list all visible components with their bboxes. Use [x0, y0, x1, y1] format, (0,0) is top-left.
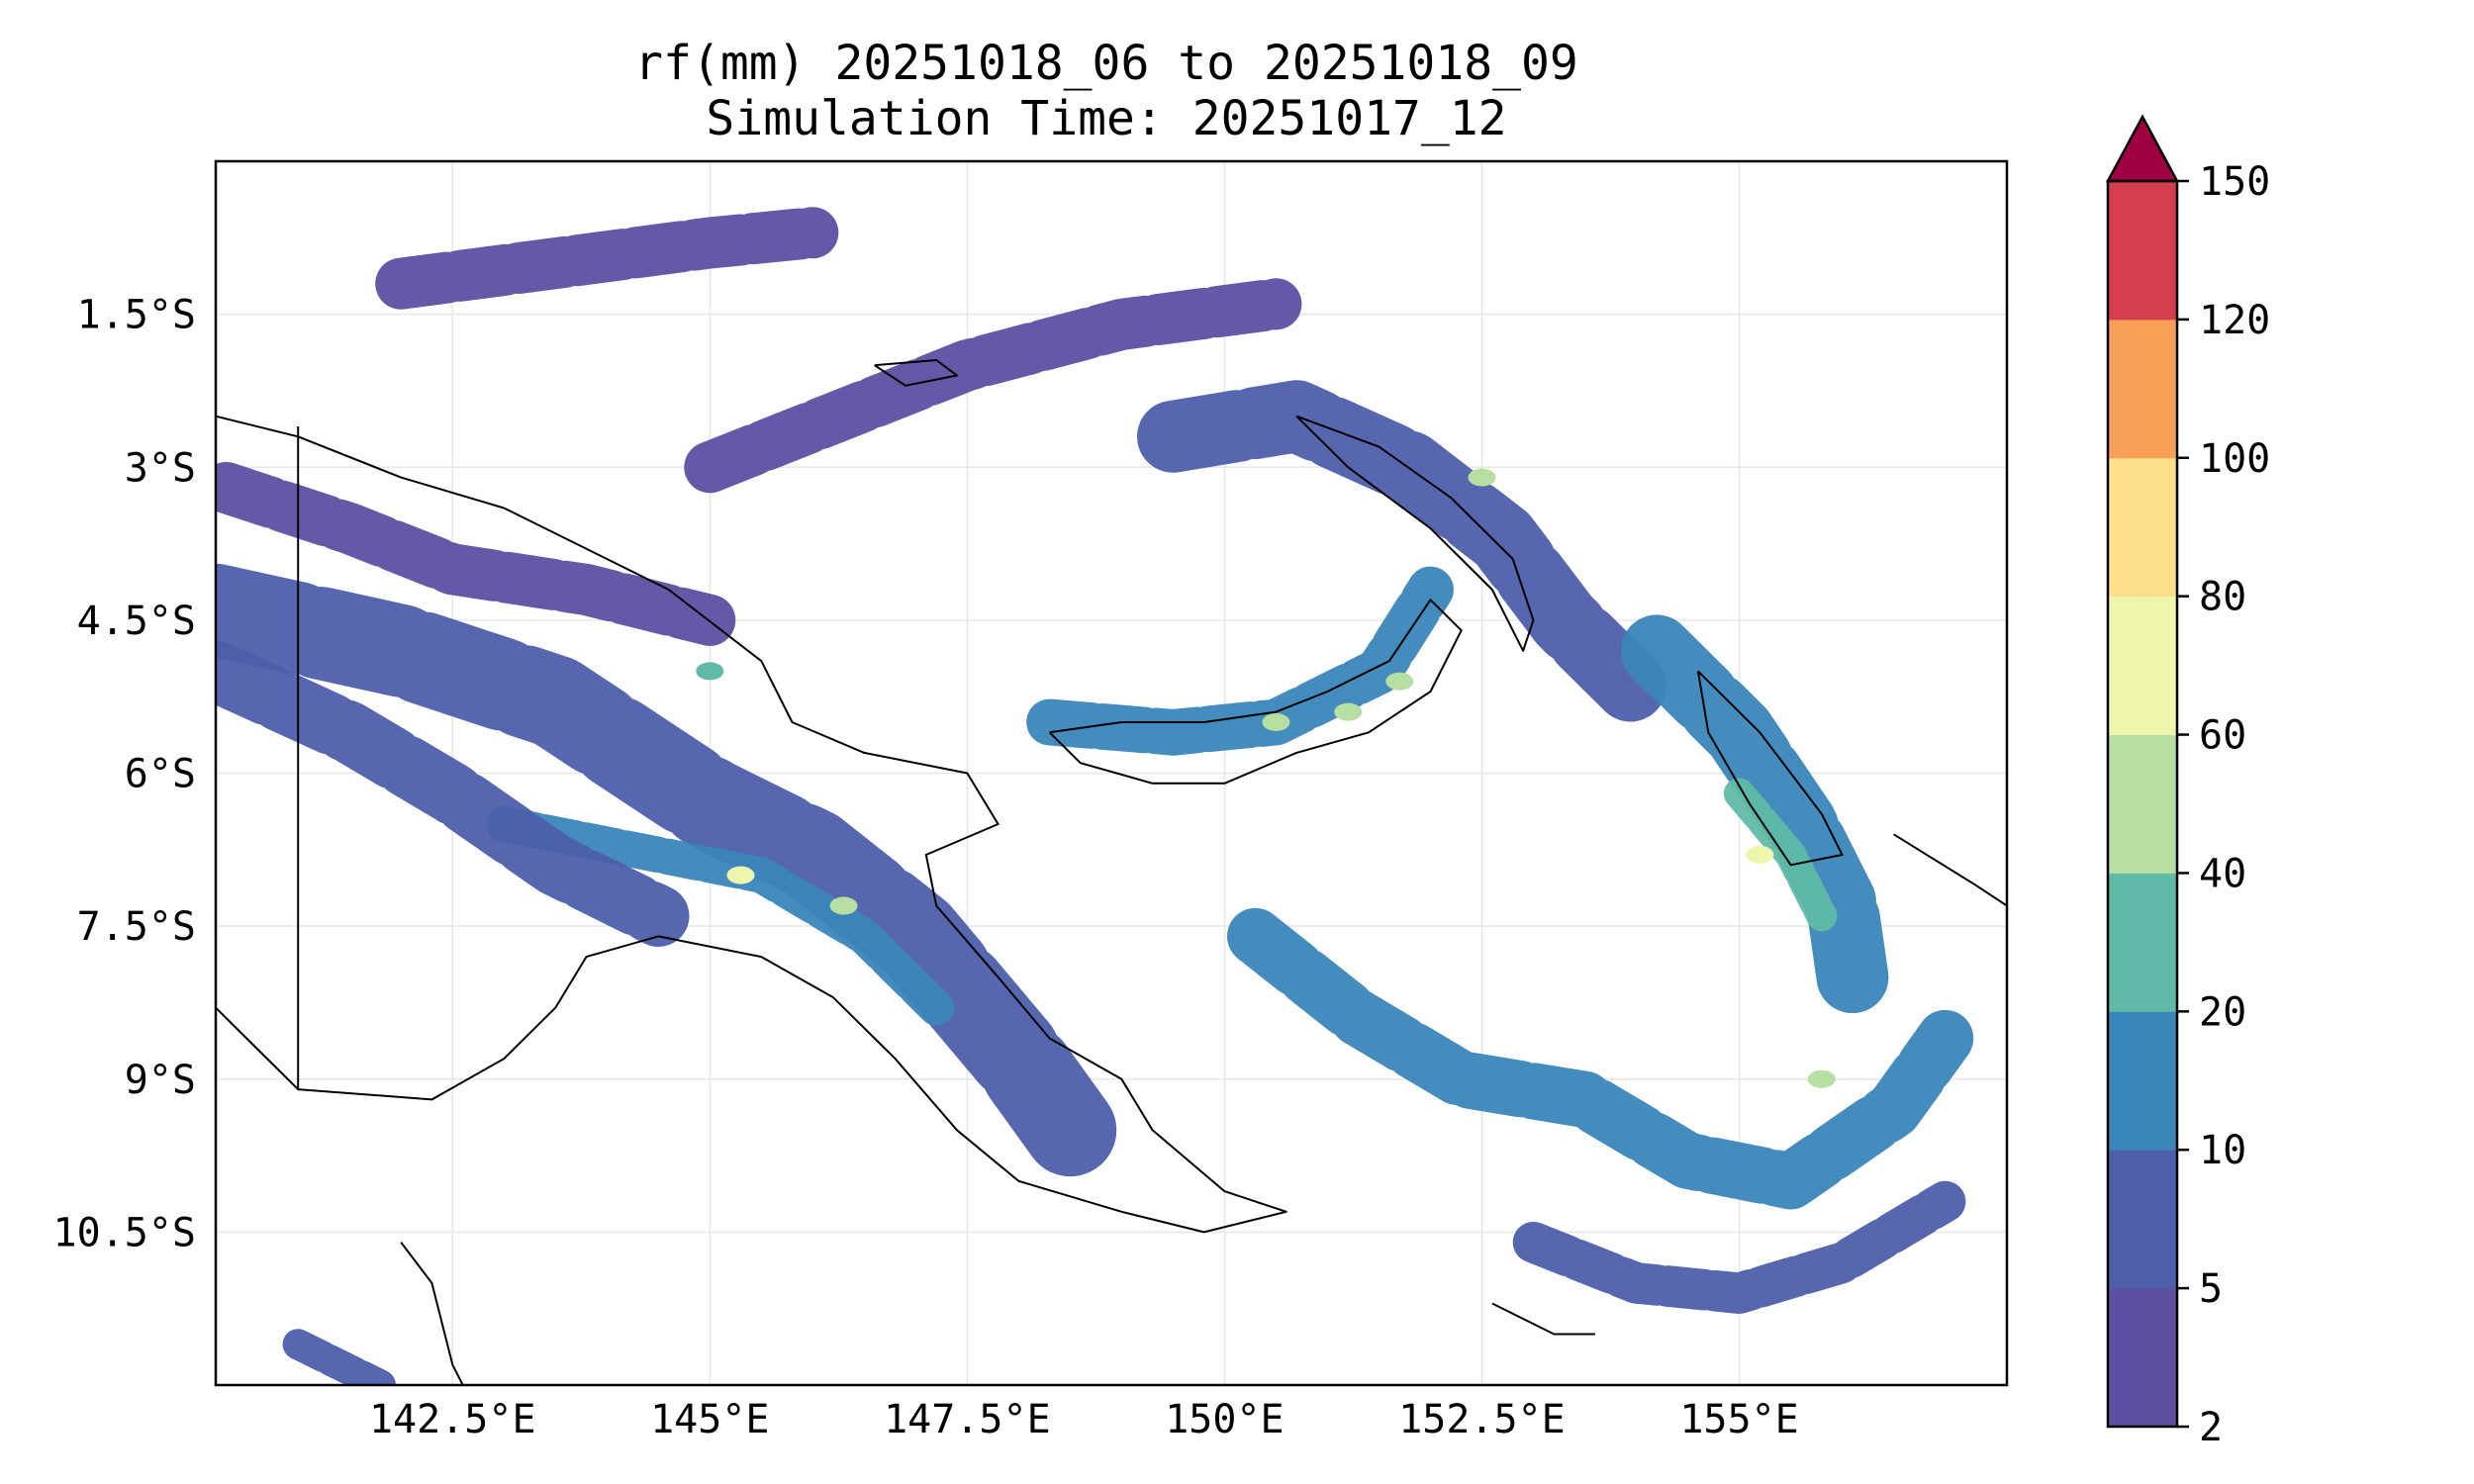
rain-band-southern-arc: [1512, 1180, 1966, 1314]
rain-band-png-highlands: [216, 563, 1117, 1177]
colorbar-segment: [2108, 1288, 2177, 1428]
coastline-louisiade-islands: [1491, 1302, 1595, 1336]
lat-tick-label: 9°S: [125, 1058, 196, 1103]
lon-tick-label: 152.5°E: [1398, 1397, 1566, 1442]
colorbar-segment: [2108, 596, 2177, 736]
lat-tick-label: 3°S: [125, 445, 196, 491]
coastline-cape-york: [400, 1242, 464, 1385]
colorbar-label: 100: [2199, 436, 2270, 482]
colorbar-label: 20: [2199, 989, 2246, 1035]
rain-peak: [829, 896, 858, 915]
rain-band-western-png: [216, 640, 690, 947]
colorbar-label: 40: [2199, 851, 2246, 896]
rain-band-new-britain-band: [1026, 566, 1454, 756]
lon-tick-label: 147.5°E: [884, 1397, 1051, 1442]
colorbar-label: 120: [2199, 298, 2270, 343]
rain-peak: [1468, 468, 1496, 487]
colorbar-segment: [2108, 1011, 2177, 1151]
lat-tick-label: 4.5°S: [77, 599, 196, 644]
coastline-choiseul: [1893, 833, 2007, 907]
rain-peak: [1262, 712, 1290, 731]
coastline-layer: [216, 359, 2007, 1385]
lon-tick-label: 155°E: [1679, 1397, 1798, 1442]
colorbar-segment: [2108, 457, 2177, 598]
lat-tick-label: 1.5°S: [77, 293, 196, 338]
lon-tick-label: 150°E: [1165, 1397, 1284, 1442]
colorbar-label: 60: [2199, 713, 2246, 759]
lat-tick-label: 6°S: [125, 752, 196, 797]
coastline-new-britain: [1048, 599, 1463, 785]
colorbar-label: 2: [2199, 1405, 2223, 1450]
rainfall-layer: [216, 207, 1974, 1385]
colorbar-segment: [2108, 319, 2177, 459]
colorbar-extend-arrow: [2105, 114, 2180, 183]
rain-peak: [1807, 1069, 1836, 1088]
rain-band-cape-york-band: [282, 1329, 396, 1385]
colorbar-segment: [2108, 1150, 2177, 1289]
rain-band-manus-band: [684, 278, 1302, 494]
rain-peak: [696, 662, 724, 681]
rain-band-png-highlands-core: [486, 805, 955, 1026]
coastline-bougainville: [1696, 670, 1844, 867]
colorbar-label: 5: [2199, 1266, 2223, 1312]
rain-band-solomon-sea-arc: [1227, 907, 1974, 1210]
colorbar-label: 80: [2199, 575, 2246, 620]
axis-ticks: 142.5°E 145°E 147.5°E 150°E 152.5°E 155°E 1.5°…: [53, 293, 1799, 1442]
coastline-manus: [874, 359, 958, 387]
colorbar-label: 10: [2199, 1128, 2246, 1173]
colorbar-label: 150: [2199, 159, 2270, 205]
colorbar-segment: [2108, 181, 2177, 321]
chart-title-line1: rf(mm) 20251018_06 to 20251018_09: [634, 36, 1578, 91]
colorbar-frame: [2106, 179, 2179, 1429]
rain-band-north-ocean-band: [375, 207, 839, 310]
rain-band-sepik-band: [216, 461, 736, 646]
coastline-new-ireland: [1295, 415, 1535, 652]
lat-tick-label: 10.5°S: [53, 1210, 197, 1255]
lat-tick-label: 7.5°S: [77, 904, 196, 950]
map-frame: [214, 159, 2009, 1387]
chart-title-line2: Simulation Time: 20251017_12: [706, 91, 1507, 146]
colorbar: 2 5 10 20 40 60 80 100 120 150: [2105, 114, 2270, 1450]
rain-peak: [1746, 845, 1774, 864]
rain-band-bougainville-band: [1620, 614, 1889, 1014]
lon-tick-label: 145°E: [650, 1397, 769, 1442]
colorbar-segment: [2108, 734, 2177, 874]
rain-peak: [726, 866, 755, 884]
coastline-new-guinea-north-coast: [216, 415, 1287, 1234]
rain-peak: [1385, 672, 1414, 691]
lon-tick-label: 142.5°E: [369, 1397, 536, 1442]
rain-peak: [1334, 702, 1363, 721]
colorbar-segment: [2108, 873, 2177, 1012]
